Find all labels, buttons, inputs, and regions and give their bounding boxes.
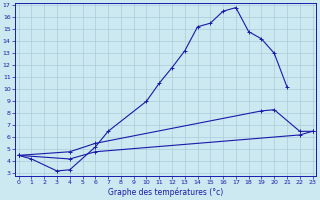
- X-axis label: Graphe des températures (°c): Graphe des températures (°c): [108, 188, 223, 197]
